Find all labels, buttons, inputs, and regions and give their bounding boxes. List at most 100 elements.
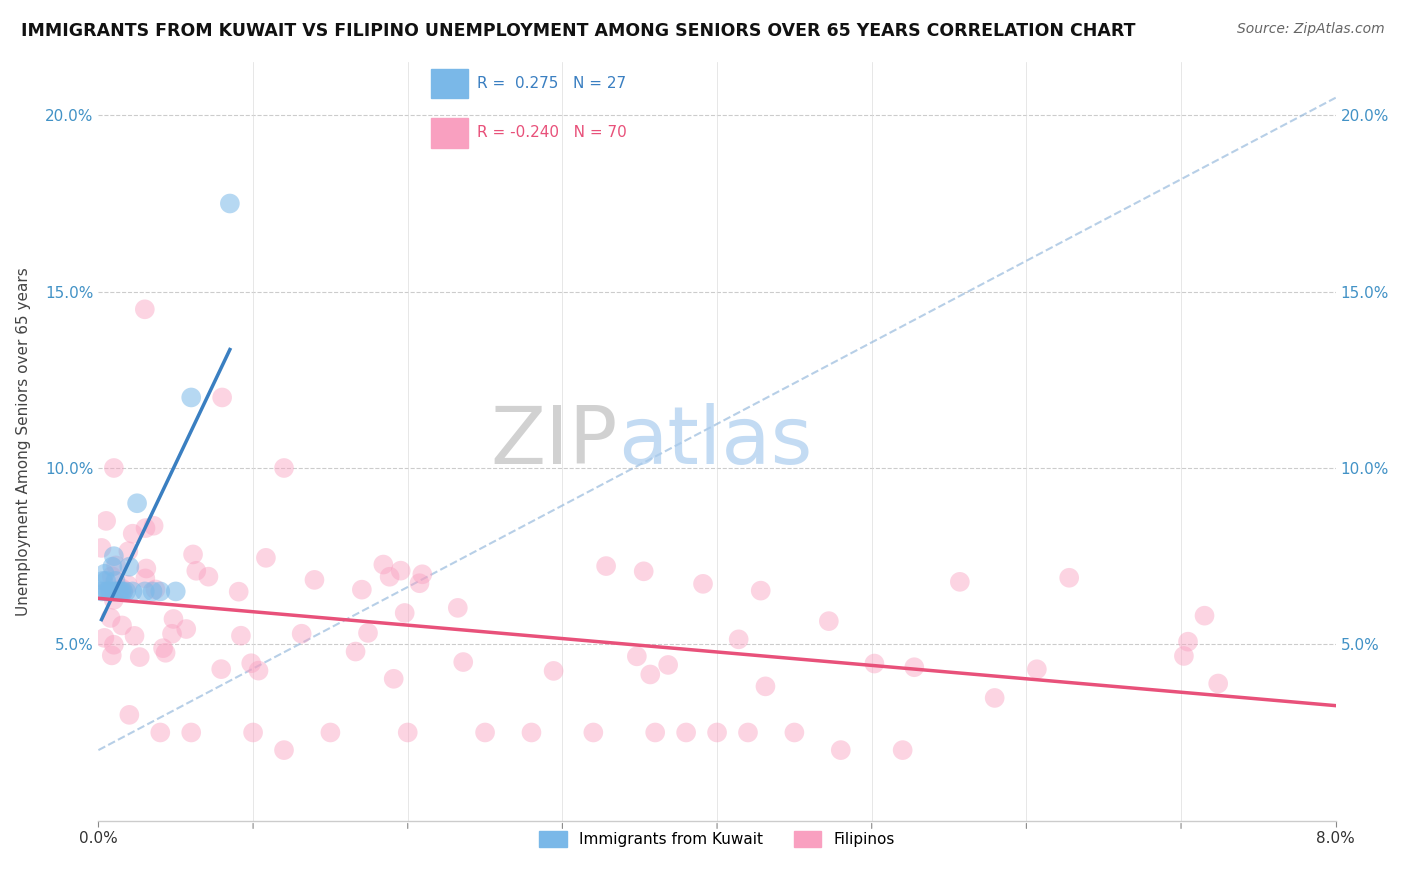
Point xyxy=(121,526,143,541)
Point xyxy=(1194,608,1216,623)
Point xyxy=(219,196,242,211)
Point xyxy=(165,584,187,599)
Point xyxy=(382,672,405,686)
Point xyxy=(111,618,134,632)
Point xyxy=(474,725,496,739)
Point xyxy=(1177,634,1199,648)
Point xyxy=(737,725,759,739)
Point xyxy=(949,574,972,589)
Point xyxy=(626,649,648,664)
Point xyxy=(96,514,118,528)
Point xyxy=(186,564,208,578)
Point xyxy=(706,725,728,739)
Point xyxy=(160,627,183,641)
Point xyxy=(111,582,134,596)
Point xyxy=(93,566,115,581)
Point xyxy=(93,631,115,645)
Point xyxy=(149,725,172,739)
Text: R =  0.275   N = 27: R = 0.275 N = 27 xyxy=(478,76,627,91)
Point xyxy=(633,564,655,578)
Point xyxy=(319,725,342,739)
Point xyxy=(291,626,314,640)
Point xyxy=(105,584,128,599)
Point xyxy=(100,611,122,625)
Point xyxy=(754,679,776,693)
Point xyxy=(396,725,419,739)
Point xyxy=(1025,662,1047,676)
Point xyxy=(135,561,157,575)
Point xyxy=(1173,648,1195,663)
Point xyxy=(118,707,141,722)
Point xyxy=(152,641,174,656)
Point xyxy=(644,725,666,739)
Point xyxy=(96,584,118,599)
Point xyxy=(103,584,125,599)
Point xyxy=(229,629,252,643)
Point xyxy=(111,585,134,599)
Point xyxy=(103,461,125,475)
Point xyxy=(180,391,202,405)
Point xyxy=(447,600,470,615)
Point xyxy=(350,582,373,597)
Point xyxy=(228,584,250,599)
Legend: Immigrants from Kuwait, Filipinos: Immigrants from Kuwait, Filipinos xyxy=(531,823,903,855)
Point xyxy=(117,544,139,558)
Point xyxy=(90,584,112,599)
Point xyxy=(903,660,925,674)
Point xyxy=(101,569,124,583)
Point xyxy=(273,743,295,757)
Point xyxy=(111,584,132,599)
Point xyxy=(749,583,772,598)
Y-axis label: Unemployment Among Seniors over 65 years: Unemployment Among Seniors over 65 years xyxy=(17,268,31,615)
Point xyxy=(240,657,263,671)
Text: IMMIGRANTS FROM KUWAIT VS FILIPINO UNEMPLOYMENT AMONG SENIORS OVER 65 YEARS CORR: IMMIGRANTS FROM KUWAIT VS FILIPINO UNEMP… xyxy=(21,22,1136,40)
Point xyxy=(118,559,141,574)
Text: R = -0.240   N = 70: R = -0.240 N = 70 xyxy=(478,125,627,140)
Point xyxy=(100,584,122,599)
Point xyxy=(108,584,131,599)
Point xyxy=(595,559,617,574)
Point xyxy=(197,569,219,583)
Point xyxy=(117,578,139,592)
Point xyxy=(675,725,697,739)
Point xyxy=(543,664,565,678)
Point xyxy=(891,743,914,757)
Point xyxy=(115,584,138,599)
Point xyxy=(1057,571,1080,585)
Bar xyxy=(432,69,468,98)
Point xyxy=(209,662,232,676)
Point xyxy=(254,550,277,565)
Point xyxy=(101,559,124,574)
Point xyxy=(373,558,395,572)
Point xyxy=(640,667,662,681)
Point xyxy=(149,584,172,599)
Point xyxy=(783,725,806,739)
Point xyxy=(174,622,197,636)
Point xyxy=(378,570,401,584)
Point xyxy=(451,655,474,669)
Point xyxy=(411,567,433,582)
Point xyxy=(817,614,839,628)
Point xyxy=(141,584,165,599)
Point xyxy=(128,650,150,665)
Point xyxy=(103,592,125,607)
Point xyxy=(107,584,129,599)
Point xyxy=(162,612,184,626)
Text: ZIP: ZIP xyxy=(491,402,619,481)
Point xyxy=(134,571,156,585)
Point xyxy=(121,584,143,599)
Point xyxy=(1206,676,1229,690)
Point xyxy=(91,574,114,588)
Point xyxy=(211,391,233,405)
Point xyxy=(247,664,270,678)
Point xyxy=(830,743,852,757)
Point xyxy=(104,574,127,588)
Point xyxy=(389,564,412,578)
Point xyxy=(135,521,157,535)
Point xyxy=(101,648,124,663)
Point xyxy=(112,584,135,599)
Point xyxy=(134,584,156,599)
Point xyxy=(134,302,156,317)
Point xyxy=(180,725,202,739)
Point xyxy=(145,582,167,597)
